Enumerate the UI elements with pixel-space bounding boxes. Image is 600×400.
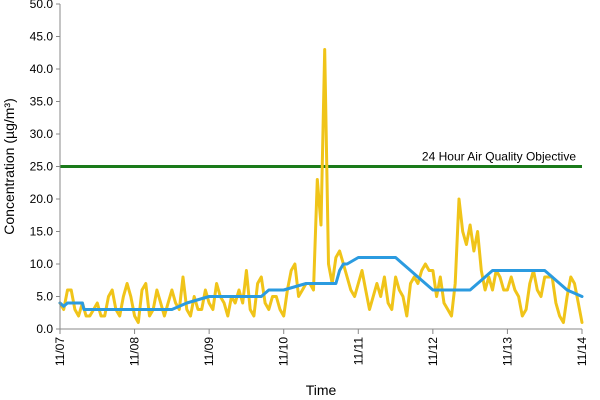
y-tick-label: 25.0: [30, 160, 54, 174]
y-tick-label: 10.0: [30, 257, 54, 271]
series-line-2: [58, 256, 584, 311]
y-tick-label: 40.0: [30, 62, 54, 76]
x-tick-label: 11/09: [202, 337, 216, 366]
x-axis-title: Time: [306, 382, 337, 398]
y-axis-title: Concentration (µg/m³): [1, 98, 17, 234]
x-tick-label: 11/14: [575, 337, 589, 366]
x-tick-label: 11/12: [426, 337, 440, 366]
y-tick-label: 0.0: [36, 322, 53, 336]
y-tick-label: 35.0: [30, 95, 54, 109]
y-tick-label: 5.0: [36, 290, 53, 304]
x-tick-label: 11/08: [128, 337, 142, 366]
x-tick-label: 11/07: [53, 337, 67, 366]
x-tick-label: 11/10: [277, 337, 291, 366]
y-tick-label: 20.0: [30, 192, 54, 206]
x-tick-label: 11/11: [351, 337, 365, 366]
series-layer: [58, 48, 584, 324]
y-axis-ticks: 0.0 5.0 10.0 15.0 20.0 25.0 30.0 35.0 40.0 45.0 50…: [30, 0, 60, 336]
y-tick-label: 30.0: [30, 127, 54, 141]
y-tick-label: 15.0: [30, 225, 54, 239]
x-axis-ticks: 11/07 11/08 11/09 11/10 11/11 11/12 11/13 11/14: [53, 329, 589, 366]
x-tick-label: 11/13: [500, 337, 514, 366]
y-tick-label: 50.0: [30, 0, 54, 11]
air-quality-objective-label: 24 Hour Air Quality Objective: [422, 150, 576, 164]
series-line-1: [58, 48, 584, 324]
y-tick-label: 45.0: [30, 30, 54, 44]
